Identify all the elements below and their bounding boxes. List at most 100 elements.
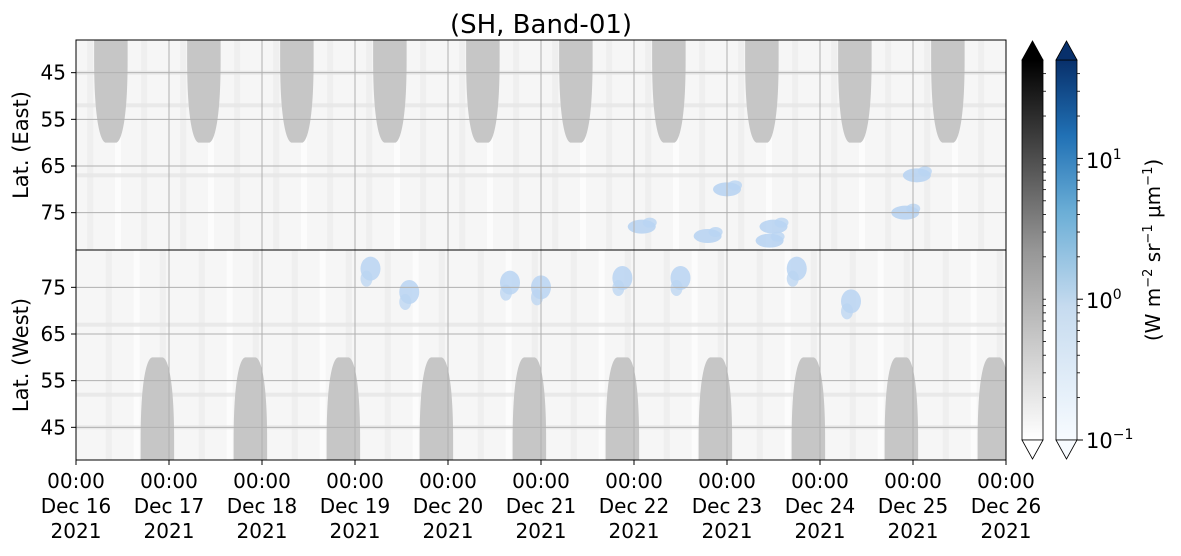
xtick-label: 00:00 Dec 16 2021	[41, 469, 112, 543]
west-dark-region	[326, 357, 361, 460]
texture-stripe	[885, 40, 892, 250]
texture-stripe	[756, 250, 763, 460]
east-ytick-label: 65	[41, 154, 66, 178]
texture-stripe	[115, 40, 122, 250]
texture-stripe	[291, 250, 298, 460]
texture-stripe	[859, 40, 866, 250]
texture-stripe	[924, 40, 931, 250]
east-blue-patch	[770, 231, 785, 242]
east-dark-region	[373, 40, 407, 143]
xtick-label: 00:00 Dec 22 2021	[599, 469, 670, 543]
colorbar-label: (W m−2 sr−1 μm−1)	[1141, 159, 1165, 341]
west-dark-region	[512, 357, 547, 460]
xtick-label: 00:00 Dec 18 2021	[227, 469, 298, 543]
texture-stripe	[198, 250, 205, 460]
west-dark-region	[791, 357, 826, 460]
colorbar-tick-label-1: 100	[1086, 287, 1122, 313]
east-ytick-label: 55	[41, 107, 66, 131]
texture-stripe	[792, 40, 799, 250]
texture-stripe	[459, 40, 466, 250]
texture-stripe	[513, 40, 520, 250]
texture-stripe	[663, 250, 670, 460]
texture-stripe	[208, 40, 215, 250]
east-blue-patch	[728, 180, 742, 191]
texture-stripe	[996, 250, 1003, 460]
east-panel-ylabel: Lat. (East)	[9, 91, 33, 199]
texture-stripe	[598, 250, 605, 460]
texture-stripe	[384, 250, 391, 460]
texture-stripe	[105, 250, 112, 460]
east-blue-patch	[708, 227, 723, 237]
colorbar-ticks	[1043, 73, 1083, 441]
grey-colorbar	[1021, 40, 1044, 460]
west-dark-region	[884, 357, 919, 460]
texture-stripe	[738, 40, 745, 250]
texture-stripe	[505, 250, 512, 460]
texture-stripe	[180, 40, 187, 250]
west-dark-region	[140, 357, 175, 460]
chart-title: (SH, Band-01)	[450, 10, 632, 40]
texture-stripe	[766, 40, 773, 250]
west-dark-region	[698, 357, 733, 460]
texture-stripe	[645, 40, 652, 250]
west-blue-patch	[841, 303, 853, 320]
texture-stripe	[301, 40, 308, 250]
texture-stripe	[810, 250, 817, 460]
west-blue-patch	[612, 280, 625, 296]
east-ytick-label: 45	[41, 61, 66, 85]
plot-area: 45 55 65 75 75 65 55 45 00:00 Dec 16 2021 00:00 Dec …	[41, 39, 1042, 543]
xtick-label: 00:00 Dec 20 2021	[413, 469, 484, 543]
blue-colorbar	[1055, 40, 1078, 460]
texture-stripe	[477, 250, 484, 460]
texture-stripe	[412, 250, 419, 460]
texture-stripe	[531, 250, 538, 460]
east-dark-region	[745, 40, 779, 143]
texture-stripe	[394, 40, 401, 250]
texture-stripe	[87, 40, 94, 250]
texture-stripe	[420, 40, 427, 250]
east-dark-region	[838, 40, 872, 143]
texture-stripe	[970, 250, 977, 460]
texture-stripe	[717, 250, 724, 460]
texture-stripe	[831, 40, 838, 250]
west-blue-patch	[360, 270, 373, 287]
east-dark-region	[187, 40, 221, 143]
texture-stripe	[133, 250, 140, 460]
colorbar-tick-label-0-1: 10−1	[1086, 427, 1133, 453]
west-panel-ylabel: Lat. (West)	[9, 298, 33, 412]
texture-stripe	[552, 40, 559, 250]
texture-stripe	[327, 40, 334, 250]
xtick-label: 00:00 Dec 19 2021	[320, 469, 391, 543]
texture-stripe	[699, 40, 706, 250]
west-blue-patch	[670, 280, 683, 296]
east-dark-region	[94, 40, 128, 143]
east-dark-region	[652, 40, 686, 143]
texture-stripe	[366, 40, 373, 250]
texture-stripe	[784, 250, 791, 460]
east-ytick-label: 75	[41, 201, 66, 225]
xtick-label: 00:00 Dec 17 2021	[134, 469, 205, 543]
west-blue-patch	[399, 294, 412, 310]
texture-stripe	[673, 40, 680, 250]
xtick-label: 00:00 Dec 24 2021	[785, 469, 856, 543]
texture-stripe	[438, 250, 445, 460]
east-dark-region	[280, 40, 314, 143]
colorbar-tick-label-10: 101	[1086, 147, 1122, 173]
texture-stripe	[487, 40, 494, 250]
texture-stripe	[234, 40, 241, 250]
texture-stripe	[978, 40, 985, 250]
texture-stripe	[345, 250, 352, 460]
texture-stripe	[691, 250, 698, 460]
texture-stripe	[903, 250, 910, 460]
east-dark-region	[931, 40, 965, 143]
xtick-label: 00:00 Dec 25 2021	[878, 469, 949, 543]
xtick-label: 00:00 Dec 26 2021	[971, 469, 1042, 543]
west-blue-patch	[531, 289, 543, 306]
texture-stripe	[624, 250, 631, 460]
texture-stripe	[942, 250, 949, 460]
west-ytick-label: 55	[41, 369, 66, 393]
texture-stripe	[252, 250, 259, 460]
xtick-label: 00:00 Dec 23 2021	[692, 469, 763, 543]
west-dark-region	[977, 357, 1006, 460]
